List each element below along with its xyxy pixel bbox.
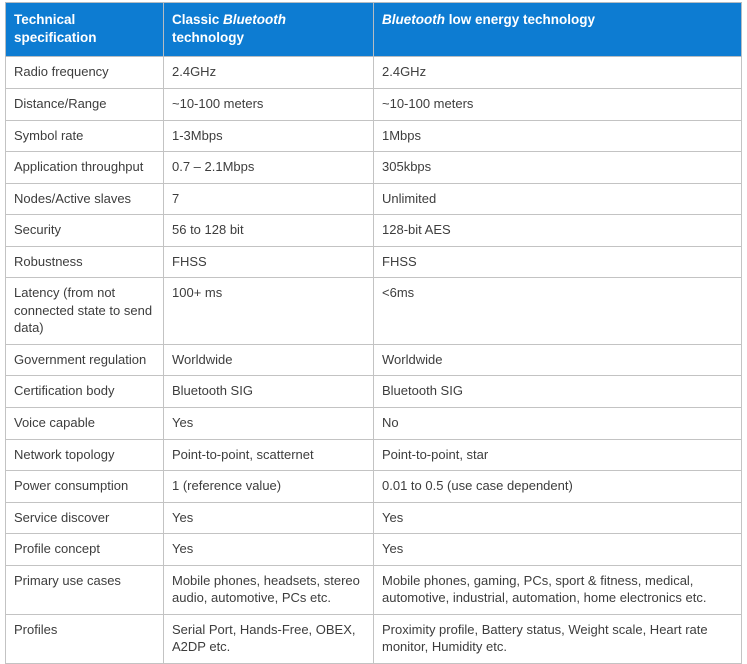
ble-value-cell: 1Mbps xyxy=(373,119,742,153)
table-row: Service discover Yes Yes xyxy=(5,501,742,535)
header-cell-classic-bluetooth: Classic Bluetooth technology xyxy=(163,1,374,58)
spec-label-cell: Voice capable xyxy=(5,407,164,440)
ble-value-cell: ~10-100 meters xyxy=(373,87,742,121)
spec-label-cell: Profile concept xyxy=(5,533,164,566)
spec-label-cell: Certification body xyxy=(5,375,164,408)
header-row: Technical specification Classic Bluetooth t… xyxy=(5,1,742,58)
spec-label-cell: Robustness xyxy=(5,245,164,279)
table-row: Distance/Range ~10-100 meters ~10-100 mete… xyxy=(5,87,742,121)
ble-value-cell: Yes xyxy=(373,501,742,535)
classic-value-cell: ~10-100 meters xyxy=(163,87,374,121)
header-cell-technical-specification: Technical specification xyxy=(5,1,164,58)
spec-label-cell: Radio frequency xyxy=(5,56,164,89)
table-row: Robustness FHSS FHSS xyxy=(5,245,742,279)
table-row: Symbol rate 1-3Mbps 1Mbps xyxy=(5,119,742,153)
table-header: Technical specification Classic Bluetooth t… xyxy=(5,1,742,58)
header-text-segment: Bluetooth xyxy=(382,12,445,27)
ble-value-cell: Proximity profile, Battery status, Weigh… xyxy=(373,613,742,664)
ble-value-cell: 305kbps xyxy=(373,151,742,184)
header-text-segment: Classic xyxy=(172,12,224,27)
table-row: Certification body Bluetooth SIG Bluetooth… xyxy=(5,375,742,408)
ble-value-cell: FHSS xyxy=(373,245,742,279)
spec-label-cell: Latency (from not connected state to sen… xyxy=(5,277,164,345)
classic-value-cell: Yes xyxy=(163,407,374,440)
spec-label-cell: Security xyxy=(5,214,164,247)
classic-value-cell: FHSS xyxy=(163,245,374,279)
header-text-segment: low energy technology xyxy=(445,12,596,27)
table-row: Profile concept Yes Yes xyxy=(5,533,742,566)
spec-label-cell: Government regulation xyxy=(5,343,164,377)
table-row: Latency (from not connected state to sen… xyxy=(5,277,742,345)
header-text-segment: technology xyxy=(172,30,245,46)
spec-label-cell: Primary use cases xyxy=(5,564,164,615)
table-row: Network topology Point-to-point, scattern… xyxy=(5,438,742,472)
table-row: Power consumption 1 (reference value) 0.01… xyxy=(5,470,742,503)
spec-label-cell: Service discover xyxy=(5,501,164,535)
classic-value-cell: Worldwide xyxy=(163,343,374,377)
spec-label-cell: Distance/Range xyxy=(5,87,164,121)
classic-value-cell: 0.7 – 2.1Mbps xyxy=(163,151,374,184)
ble-value-cell: No xyxy=(373,407,742,440)
bluetooth-comparison-table: Technical specification Classic Bluetooth t… xyxy=(5,1,742,664)
classic-value-cell: Point-to-point, scatternet xyxy=(163,438,374,472)
classic-value-cell: Serial Port, Hands-Free, OBEX, A2DP etc. xyxy=(163,613,374,664)
classic-value-cell: 56 to 128 bit xyxy=(163,214,374,247)
table-row: Government regulation Worldwide Worldwide xyxy=(5,343,742,377)
classic-value-cell: Yes xyxy=(163,533,374,566)
table-row: Nodes/Active slaves 7 Unlimited xyxy=(5,182,742,216)
classic-value-cell: 1-3Mbps xyxy=(163,119,374,153)
classic-value-cell: Mobile phones, headsets, stereo audio, a… xyxy=(163,564,374,615)
header-text-segment: specification xyxy=(14,30,97,46)
table-row: Application throughput 0.7 – 2.1Mbps 305kb… xyxy=(5,151,742,184)
spec-label-cell: Nodes/Active slaves xyxy=(5,182,164,216)
header-text-segment: Technical xyxy=(14,12,76,27)
ble-value-cell: 128-bit AES xyxy=(373,214,742,247)
spec-label-cell: Network topology xyxy=(5,438,164,472)
ble-value-cell: <6ms xyxy=(373,277,742,345)
table-row: Security 56 to 128 bit 128-bit AES xyxy=(5,214,742,247)
ble-value-cell: Unlimited xyxy=(373,182,742,216)
ble-value-cell: Worldwide xyxy=(373,343,742,377)
ble-value-cell: Yes xyxy=(373,533,742,566)
table-row: Voice capable Yes No xyxy=(5,407,742,440)
spec-label-cell: Profiles xyxy=(5,613,164,664)
classic-value-cell: Bluetooth SIG xyxy=(163,375,374,408)
ble-value-cell: Mobile phones, gaming, PCs, sport & fitn… xyxy=(373,564,742,615)
spec-label-cell: Power consumption xyxy=(5,470,164,503)
ble-value-cell: Point-to-point, star xyxy=(373,438,742,472)
table-row: Profiles Serial Port, Hands-Free, OBEX, A… xyxy=(5,613,742,664)
classic-value-cell: 2.4GHz xyxy=(163,56,374,89)
page: Technical specification Classic Bluetooth t… xyxy=(5,1,742,664)
classic-value-cell: Yes xyxy=(163,501,374,535)
header-text-segment: Bluetooth xyxy=(223,12,287,27)
spec-label-cell: Application throughput xyxy=(5,151,164,184)
table-body: Radio frequency 2.4GHz 2.4GHz Distance/Rang… xyxy=(5,56,742,664)
classic-value-cell: 1 (reference value) xyxy=(163,470,374,503)
classic-value-cell: 7 xyxy=(163,182,374,216)
ble-value-cell: 0.01 to 0.5 (use case dependent) xyxy=(373,470,742,503)
spec-label-cell: Symbol rate xyxy=(5,119,164,153)
table-row: Primary use cases Mobile phones, headsets… xyxy=(5,564,742,615)
ble-value-cell: 2.4GHz xyxy=(373,56,742,89)
ble-value-cell: Bluetooth SIG xyxy=(373,375,742,408)
classic-value-cell: 100+ ms xyxy=(163,277,374,345)
table-row: Radio frequency 2.4GHz 2.4GHz xyxy=(5,56,742,89)
header-cell-bluetooth-low-energy: Bluetooth low energy technology xyxy=(373,1,742,58)
